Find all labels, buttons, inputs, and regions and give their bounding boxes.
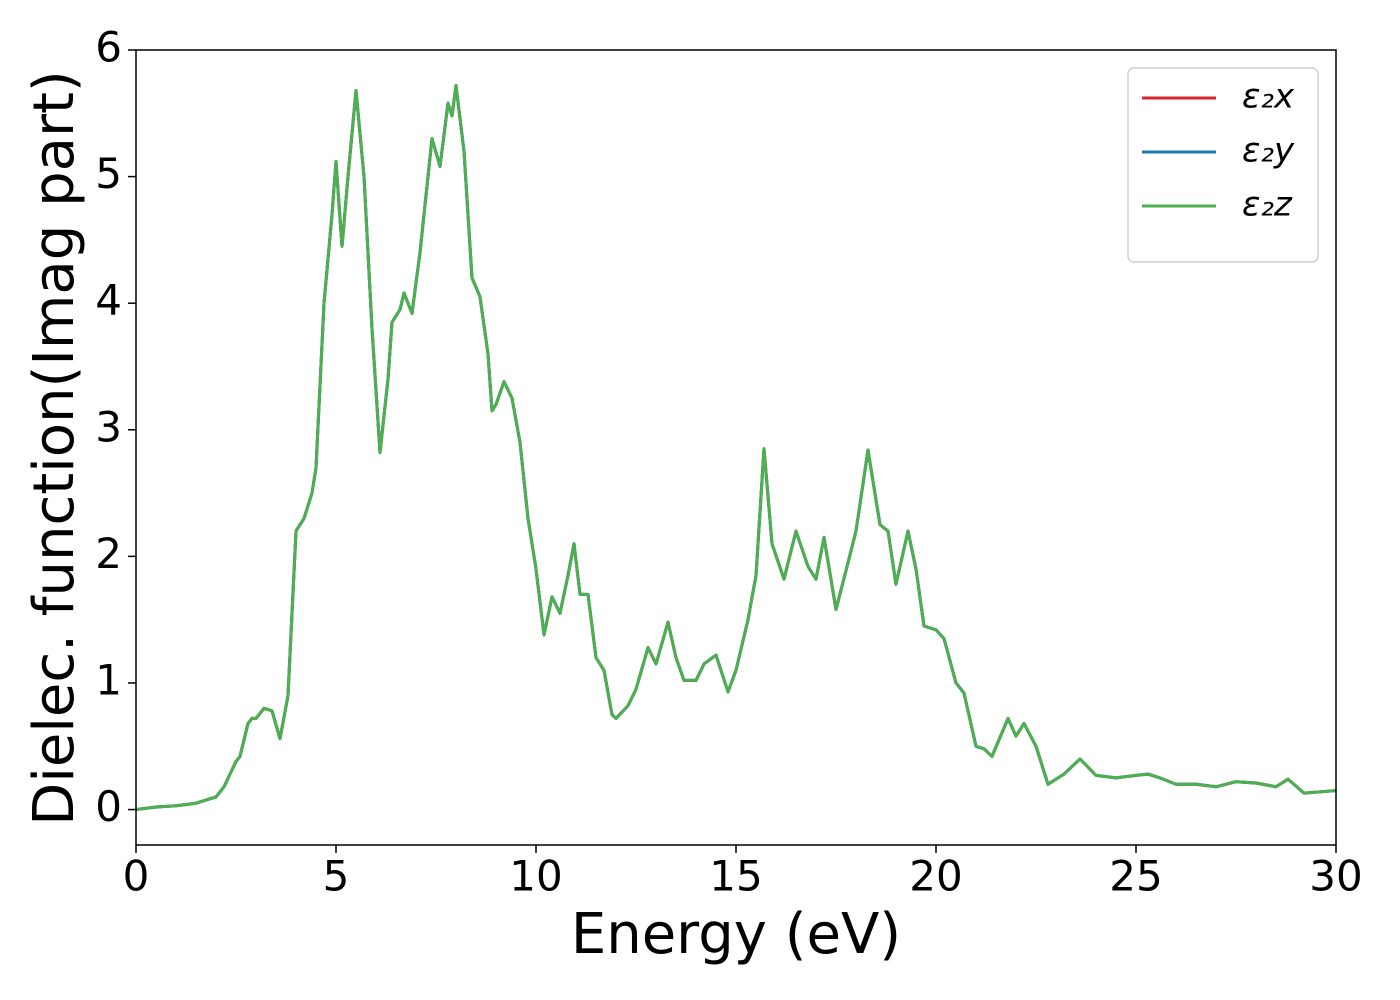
x-tick-label: 10: [509, 852, 562, 901]
y-tick-label: 2: [95, 529, 122, 578]
x-axis-label: Energy (eV): [571, 902, 901, 967]
y-tick-label: 6: [95, 23, 122, 72]
legend-box: [1127, 67, 1319, 263]
legend-label: ε₂z: [1242, 185, 1293, 225]
y-tick-label: 0: [95, 782, 122, 831]
legend-label: ε₂x: [1242, 77, 1295, 117]
x-tick-label: 5: [323, 852, 350, 901]
y-tick-label: 4: [95, 276, 122, 325]
x-tick-label: 30: [1309, 852, 1362, 901]
y-axis-label: Dielec. function(Imag part): [22, 70, 87, 826]
x-tick-label: 0: [123, 852, 150, 901]
x-tick-label: 15: [709, 852, 762, 901]
x-tick-label: 20: [909, 852, 962, 901]
legend-label: ε₂y: [1242, 131, 1295, 171]
y-tick-label: 5: [95, 149, 122, 198]
y-tick-label: 1: [95, 655, 122, 704]
plot-frame: [135, 49, 1337, 846]
series-line: [135, 83, 1337, 812]
y-tick-label: 3: [95, 402, 122, 451]
x-tick-label: 25: [1109, 852, 1162, 901]
